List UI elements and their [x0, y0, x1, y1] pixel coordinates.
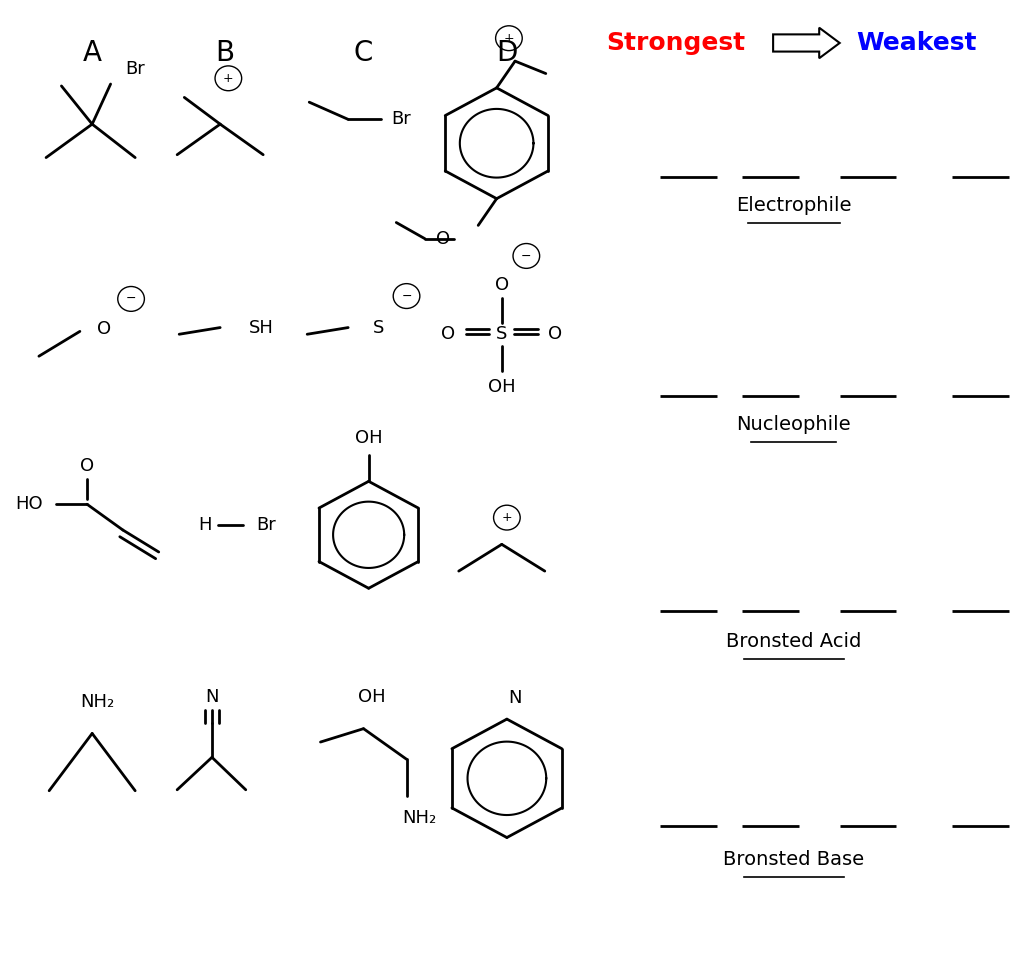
Text: −: −	[401, 289, 412, 303]
Text: Weakest: Weakest	[856, 31, 977, 55]
Text: B: B	[216, 38, 234, 67]
Text: HO: HO	[15, 496, 42, 513]
Text: +: +	[502, 511, 512, 524]
Text: Bronsted Acid: Bronsted Acid	[726, 632, 861, 651]
Text: Br: Br	[125, 60, 145, 77]
Text: −: −	[521, 249, 531, 263]
Text: Strongest: Strongest	[606, 31, 745, 55]
Text: Br: Br	[256, 517, 276, 534]
FancyArrow shape	[773, 28, 840, 58]
Text: NH₂: NH₂	[80, 693, 115, 711]
Text: A: A	[83, 38, 101, 67]
Text: OH: OH	[358, 689, 385, 706]
Text: Br: Br	[391, 111, 412, 128]
Text: +: +	[504, 32, 514, 45]
Text: O: O	[441, 326, 456, 343]
Text: +: +	[223, 72, 233, 85]
Text: O: O	[80, 457, 94, 475]
Text: S: S	[496, 326, 508, 343]
Text: Nucleophile: Nucleophile	[736, 415, 851, 435]
Text: Electrophile: Electrophile	[736, 196, 851, 215]
Text: O: O	[436, 230, 451, 247]
Text: N: N	[508, 690, 522, 707]
Text: SH: SH	[249, 319, 273, 336]
Text: O: O	[548, 326, 562, 343]
Text: Bronsted Base: Bronsted Base	[723, 850, 864, 869]
Text: NH₂: NH₂	[402, 810, 437, 827]
Text: C: C	[354, 38, 373, 67]
Text: O: O	[97, 321, 112, 338]
Text: −: −	[126, 292, 136, 306]
Text: D: D	[497, 38, 517, 67]
Text: S: S	[373, 319, 385, 336]
Text: O: O	[495, 276, 509, 293]
Text: OH: OH	[355, 430, 382, 447]
Text: OH: OH	[488, 378, 515, 395]
Text: N: N	[205, 689, 219, 706]
Text: H: H	[198, 517, 212, 534]
